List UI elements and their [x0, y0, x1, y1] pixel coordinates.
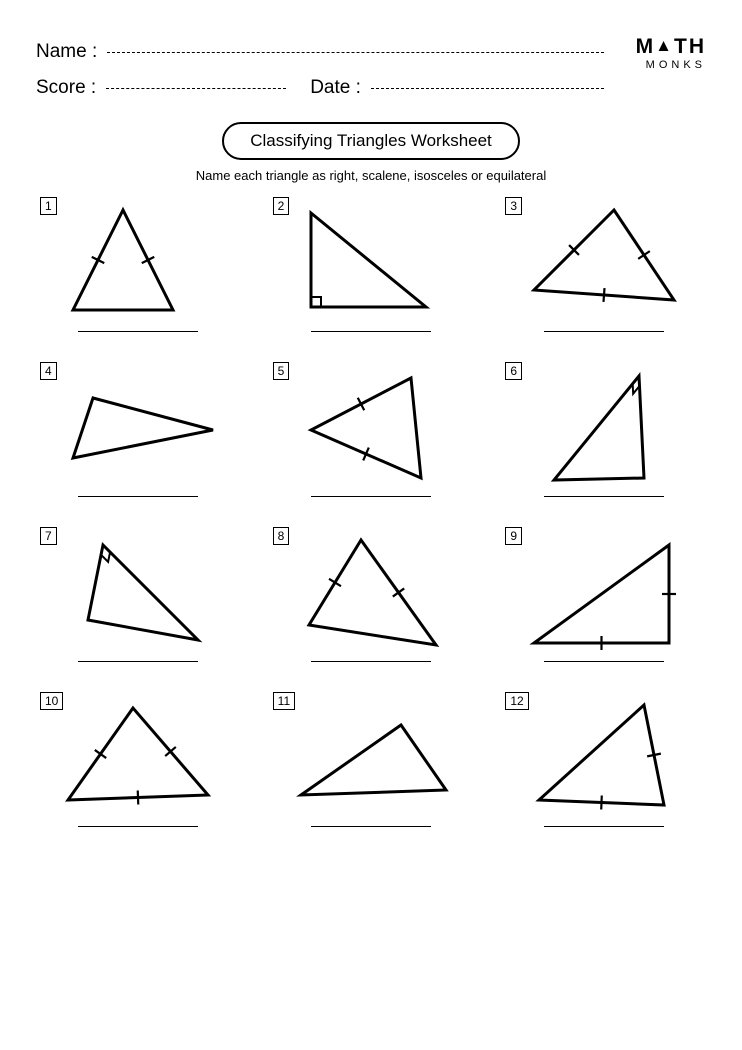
- answer-blank[interactable]: [311, 826, 431, 827]
- problem-number: 12: [505, 692, 528, 710]
- problem-cell: 3: [501, 195, 706, 342]
- problem-cell: 10: [36, 690, 241, 837]
- name-label: Name :: [36, 34, 97, 70]
- problem-number: 5: [273, 362, 290, 380]
- problem-number: 10: [40, 692, 63, 710]
- problem-cell: 7: [36, 525, 241, 672]
- triangle-figure: [269, 195, 474, 325]
- logo: M▲TH MONKS: [620, 36, 706, 72]
- problem-number: 1: [40, 197, 57, 215]
- answer-blank[interactable]: [78, 826, 198, 827]
- triangle-figure: [36, 525, 241, 655]
- problem-cell: 1: [36, 195, 241, 342]
- problem-number: 6: [505, 362, 522, 380]
- answer-blank[interactable]: [78, 496, 198, 497]
- date-label: Date :: [310, 70, 361, 106]
- triangle-figure: [36, 195, 241, 325]
- problem-number: 3: [505, 197, 522, 215]
- date-blank[interactable]: [371, 88, 604, 89]
- triangle-figure: [501, 525, 706, 655]
- triangle-figure: [501, 690, 706, 820]
- answer-blank[interactable]: [544, 826, 664, 827]
- problem-cell: 6: [501, 360, 706, 507]
- problem-cell: 4: [36, 360, 241, 507]
- logo-triangle-icon: ▲: [655, 36, 674, 55]
- instruction-text: Name each triangle as right, scalene, is…: [36, 168, 706, 183]
- triangle-figure: [501, 195, 706, 325]
- problem-cell: 8: [269, 525, 474, 672]
- name-blank[interactable]: [107, 52, 604, 53]
- problem-number: 9: [505, 527, 522, 545]
- problem-cell: 11: [269, 690, 474, 837]
- answer-blank[interactable]: [311, 661, 431, 662]
- problem-cell: 2: [269, 195, 474, 342]
- problem-cell: 5: [269, 360, 474, 507]
- problem-number: 11: [273, 692, 295, 710]
- logo-m: M: [636, 35, 656, 58]
- header-fields: Name : Score : Date :: [36, 34, 614, 106]
- answer-blank[interactable]: [544, 661, 664, 662]
- answer-blank[interactable]: [78, 661, 198, 662]
- answer-blank[interactable]: [311, 331, 431, 332]
- logo-th: TH: [674, 35, 706, 58]
- triangle-figure: [36, 360, 241, 490]
- score-blank[interactable]: [106, 88, 286, 89]
- answer-blank[interactable]: [544, 496, 664, 497]
- answer-blank[interactable]: [78, 331, 198, 332]
- problem-cell: 9: [501, 525, 706, 672]
- problem-number: 8: [273, 527, 290, 545]
- triangle-figure: [269, 360, 474, 490]
- problem-cell: 12: [501, 690, 706, 837]
- problem-number: 4: [40, 362, 57, 380]
- answer-blank[interactable]: [544, 331, 664, 332]
- problem-number: 7: [40, 527, 57, 545]
- logo-sub: MONKS: [620, 59, 706, 72]
- triangle-figure: [36, 690, 241, 820]
- score-label: Score :: [36, 70, 96, 106]
- worksheet-title: Classifying Triangles Worksheet: [222, 122, 520, 160]
- answer-blank[interactable]: [311, 496, 431, 497]
- triangle-figure: [269, 525, 474, 655]
- triangle-figure: [501, 360, 706, 490]
- triangle-figure: [269, 690, 474, 820]
- problem-number: 2: [273, 197, 290, 215]
- problem-grid: 123456789101112: [36, 195, 706, 837]
